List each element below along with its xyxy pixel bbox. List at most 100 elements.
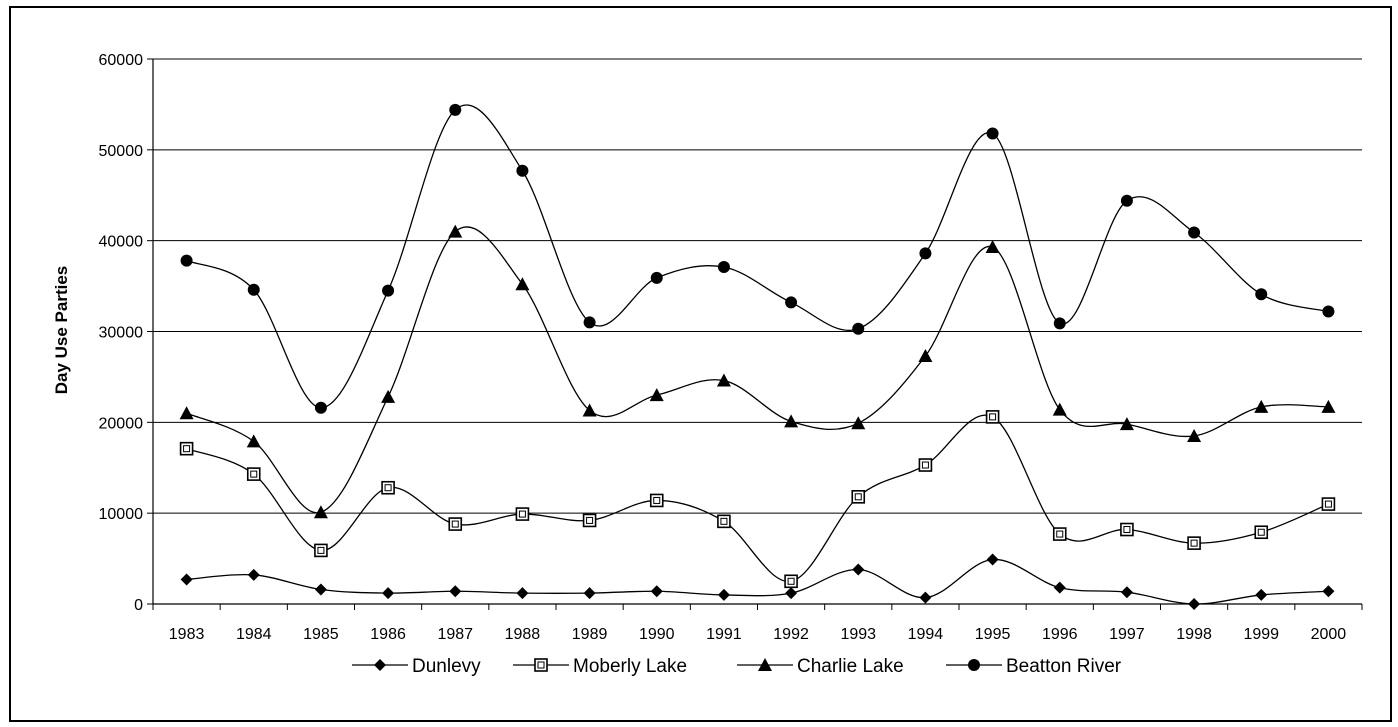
data-point (180, 254, 193, 267)
data-point (649, 388, 664, 402)
y-tick-labels: 0 10000 20000 30000 40000 50000 60000 (99, 52, 144, 614)
data-point (1255, 588, 1268, 601)
data-point (1254, 399, 1269, 413)
data-point (1322, 305, 1335, 318)
data-point (649, 493, 664, 508)
x-tick-label: 1983 (169, 626, 205, 643)
data-point (1053, 581, 1066, 594)
data-point (918, 349, 933, 363)
data-point (1052, 402, 1067, 416)
y-tick-label: 0 (134, 597, 143, 614)
data-point (1119, 417, 1134, 431)
series-charlie-lake (179, 224, 1336, 519)
data-point (1120, 586, 1133, 599)
data-point (382, 587, 395, 600)
data-point (1188, 598, 1201, 610)
data-point (986, 553, 999, 566)
legend-marker (534, 658, 548, 672)
x-tick-label: 1984 (236, 626, 272, 643)
data-point (785, 587, 798, 600)
legend-label: Charlie Lake (797, 656, 904, 677)
data-point (985, 240, 1000, 254)
x-tick-label: 1995 (975, 626, 1011, 643)
series-line (186, 226, 1329, 514)
data-point (448, 517, 463, 531)
data-point (1187, 428, 1202, 442)
legend-marker (968, 659, 980, 671)
data-point (650, 585, 663, 598)
data-point (717, 588, 730, 601)
data-point (1254, 525, 1269, 540)
data-point (515, 507, 530, 521)
x-tick-label: 2000 (1311, 626, 1347, 643)
series-moberly-lake (179, 410, 1336, 589)
data-point (851, 490, 866, 504)
data-point (1321, 399, 1336, 413)
data-point (313, 505, 328, 519)
data-point (582, 513, 597, 528)
x-tick-label: 1994 (908, 626, 944, 643)
data-point (716, 373, 731, 387)
data-point (785, 296, 798, 309)
chart-frame (9, 6, 1392, 722)
data-point (1120, 522, 1134, 537)
series-lines (179, 103, 1336, 610)
legend-label: Beatton River (1006, 656, 1122, 677)
data-point (314, 543, 328, 558)
data-point (784, 574, 798, 589)
data-point (247, 568, 260, 581)
data-point (1321, 497, 1336, 511)
series-beatton-river (180, 103, 1335, 414)
data-point (1322, 585, 1335, 598)
data-point (650, 271, 663, 284)
y-tick-label: 20000 (99, 415, 144, 432)
data-point (1120, 194, 1133, 207)
series-line (186, 558, 1329, 605)
data-point (515, 277, 530, 291)
y-tick-label: 30000 (99, 325, 144, 342)
data-point (583, 316, 596, 329)
data-point (851, 416, 866, 430)
data-point (784, 414, 799, 428)
legend-label: Dunlevy (412, 656, 481, 677)
legend-item-charlie-lake: Charlie Lake (737, 656, 904, 677)
data-point (516, 587, 529, 600)
legend: Dunlevy Moberly Lake Charlie Lake Beatton R… (352, 656, 1122, 677)
data-point (717, 261, 730, 274)
y-tick-label: 10000 (99, 506, 144, 523)
data-point (852, 563, 865, 576)
data-point (246, 434, 261, 448)
x-tick-label: 1986 (370, 626, 406, 643)
series-line (186, 104, 1329, 409)
data-point (1053, 317, 1066, 330)
data-point (449, 585, 462, 598)
data-point (852, 322, 865, 335)
data-point (382, 284, 395, 297)
series-line (186, 414, 1329, 582)
x-tick-label: 1990 (639, 626, 675, 643)
x-tick-label: 1991 (706, 626, 742, 643)
y-axis-label: Day Use Parties (52, 266, 71, 395)
data-point (1255, 288, 1268, 301)
legend-label: Moberly Lake (573, 656, 687, 677)
data-point (919, 591, 932, 604)
x-tick-label: 1993 (840, 626, 876, 643)
data-point (985, 410, 1000, 424)
y-tick-label: 60000 (99, 52, 144, 69)
x-tick-label: 1998 (1176, 626, 1212, 643)
gridlines (153, 58, 1362, 514)
data-point (247, 283, 260, 296)
legend-marker (758, 658, 772, 671)
x-tick-label: 1996 (1042, 626, 1078, 643)
data-point (180, 573, 193, 586)
x-tick-label: 1985 (303, 626, 339, 643)
data-point (179, 441, 194, 456)
x-tick-labels: 1983 1984 1985 1986 1987 1988 1989 1990 1991 1992… (169, 626, 1347, 643)
x-tick-label: 1997 (1109, 626, 1145, 643)
data-point (246, 467, 261, 481)
x-tick-label: 1999 (1243, 626, 1279, 643)
data-point (582, 403, 597, 417)
legend-item-beatton-river: Beatton River (946, 656, 1122, 677)
series-dunlevy (180, 553, 1335, 610)
legend-item-dunlevy: Dunlevy (352, 656, 481, 677)
